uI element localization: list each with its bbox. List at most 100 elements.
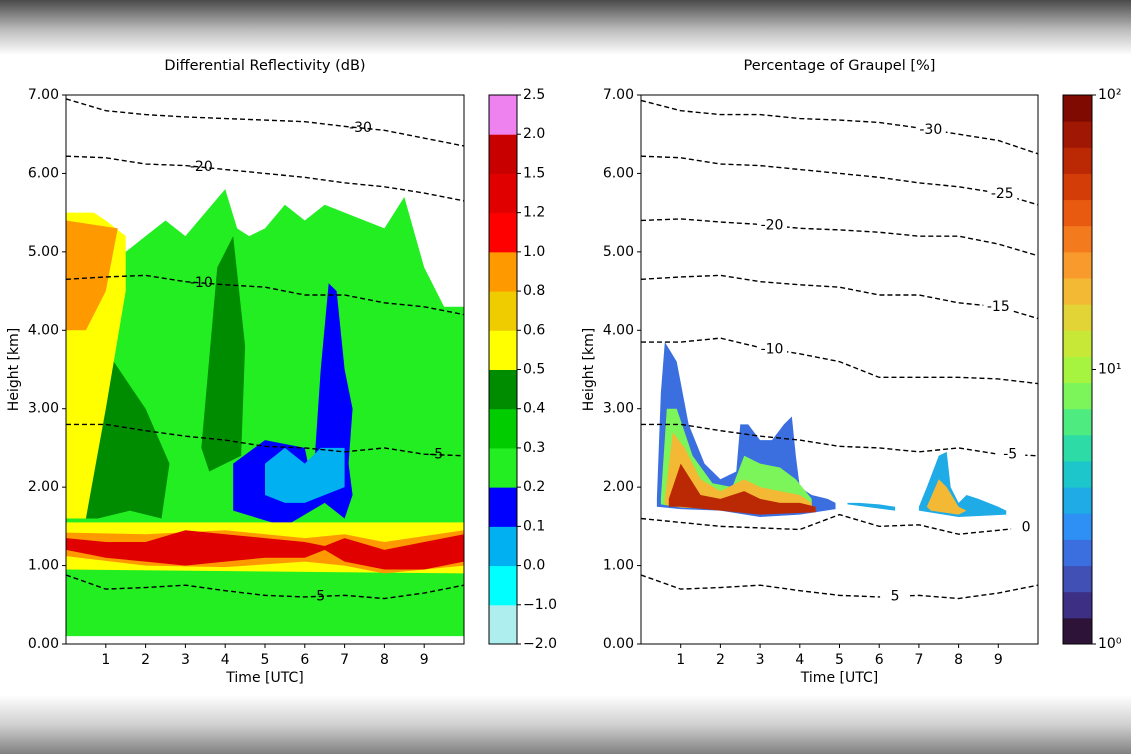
x-tick-label: 6 xyxy=(300,652,309,668)
colorbar-tick-label: 0.8 xyxy=(523,283,545,299)
colorbar-swatch xyxy=(489,134,517,174)
x-tick-label: 9 xyxy=(994,652,1003,668)
heatmap-region xyxy=(847,502,896,511)
colorbar-swatch xyxy=(1063,591,1092,619)
x-tick-label: 2 xyxy=(141,652,150,668)
isotherm-label-gap xyxy=(915,121,946,138)
colorbar-tick-label: −2.0 xyxy=(523,636,557,652)
colorbar-swatch xyxy=(1063,147,1092,174)
colorbar-swatch xyxy=(489,212,517,253)
colorbar-swatch xyxy=(1063,382,1092,410)
x-axis-label: Time [UTC] xyxy=(800,670,878,686)
isotherm xyxy=(66,574,464,600)
y-tick-label: 3.00 xyxy=(28,401,59,417)
heatmap-region xyxy=(664,432,812,514)
isotherm-label: -30 xyxy=(349,120,372,136)
isotherm-label: -15 xyxy=(987,299,1010,315)
colorbar-swatch xyxy=(489,330,517,370)
colorbar-tick-label: −1.0 xyxy=(523,597,557,613)
heatmap-region xyxy=(926,479,967,515)
x-tick-label: 4 xyxy=(795,652,804,668)
colorbar-swatch xyxy=(489,251,517,292)
isotherm xyxy=(641,155,1038,206)
colorbar-swatch xyxy=(1063,199,1092,227)
isotherm xyxy=(66,423,464,457)
colorbar-swatch xyxy=(489,487,517,527)
colorbar-swatch xyxy=(1063,461,1092,488)
colorbar-tick-label: 0.2 xyxy=(523,479,545,495)
x-tick-label: 2 xyxy=(716,652,725,668)
y-tick-label: 1.00 xyxy=(28,558,59,574)
isotherm xyxy=(66,98,464,147)
x-tick-label: 7 xyxy=(914,652,923,668)
y-tick-label: 2.00 xyxy=(28,479,59,495)
colorbar-tick-label: 0.0 xyxy=(523,558,545,574)
colorbar-tick-label: 10⁰ xyxy=(1098,636,1122,652)
x-tick-label: 1 xyxy=(101,652,110,668)
y-tick-label: 6.00 xyxy=(28,165,59,181)
plot-background xyxy=(641,95,1038,644)
isotherm-label: -5 xyxy=(1003,447,1017,463)
heatmap-region xyxy=(66,220,118,331)
colorbar-tick-label: 2.5 xyxy=(523,87,545,103)
colorbar-tick-label: 0.6 xyxy=(523,322,545,338)
y-tick-label: 6.00 xyxy=(603,165,634,181)
isotherm-label-gap xyxy=(880,588,911,605)
y-tick-label: 5.00 xyxy=(28,244,59,260)
colorbar-tick-label: 1.2 xyxy=(523,205,545,221)
colorbar-swatch xyxy=(489,604,517,645)
colorbar-swatch xyxy=(489,565,517,606)
colorbar-swatch xyxy=(1063,304,1092,331)
isotherm-label: -25 xyxy=(991,186,1014,202)
colorbar-swatch xyxy=(489,291,517,331)
colorbar-tick-label: 1.0 xyxy=(523,244,545,260)
y-tick-label: 1.00 xyxy=(603,558,634,574)
x-tick-label: 8 xyxy=(380,652,389,668)
colorbar-tick-label: 0.1 xyxy=(523,518,545,534)
colorbar-swatch xyxy=(1063,565,1092,593)
y-tick-label: 7.00 xyxy=(603,87,634,103)
colorbar-swatch xyxy=(489,369,517,410)
colorbar-swatch xyxy=(1063,278,1092,305)
colorbar-swatch xyxy=(1063,330,1092,357)
chart-title: Percentage of Graupel [%] xyxy=(744,58,936,74)
heatmap-region xyxy=(265,447,345,503)
isotherm-label: 5 xyxy=(891,588,900,604)
colorbar-swatch xyxy=(1063,539,1092,567)
colorbar-swatch xyxy=(489,95,517,135)
colorbar-tick-label: 2.0 xyxy=(523,126,545,142)
colorbar-swatch xyxy=(1063,513,1092,540)
colorbar-swatch xyxy=(1063,617,1092,645)
colorbar-swatch xyxy=(489,408,517,449)
colorbar-swatch xyxy=(1063,225,1092,253)
colorbar-swatch xyxy=(1063,356,1092,384)
isotherm xyxy=(641,218,1038,257)
y-tick-label: 0.00 xyxy=(603,636,634,652)
isotherm-label-gap xyxy=(995,446,1026,463)
x-tick-label: 5 xyxy=(261,652,270,668)
y-axis-label: Height [km] xyxy=(6,328,22,411)
isotherm-label: -10 xyxy=(761,341,784,357)
x-tick-label: 6 xyxy=(875,652,884,668)
isotherm xyxy=(641,423,1038,457)
plot-area: -30 -20 -10 -5 5 xyxy=(66,95,464,644)
colorbar-tick-label: 1.5 xyxy=(523,165,545,181)
heatmap-region xyxy=(668,463,816,515)
colorbar-swatch xyxy=(1063,487,1092,514)
colorbar-swatch xyxy=(1063,408,1092,436)
y-tick-label: 0.00 xyxy=(28,636,59,652)
isotherm-label-gap xyxy=(987,186,1018,203)
colorbar-tick-label: 0.4 xyxy=(523,401,545,417)
y-axis-label: Height [km] xyxy=(581,328,597,411)
y-tick-label: 4.00 xyxy=(603,322,634,338)
isotherm xyxy=(641,337,1038,385)
colorbar-tick-label: 0.5 xyxy=(523,362,545,378)
heatmap-region xyxy=(66,530,464,570)
colorbar-swatch xyxy=(489,447,517,488)
x-tick-label: 7 xyxy=(340,652,349,668)
colorbar-swatch xyxy=(1063,434,1092,462)
colorbar-swatch xyxy=(489,526,517,567)
colorbar-swatch xyxy=(1063,251,1092,279)
